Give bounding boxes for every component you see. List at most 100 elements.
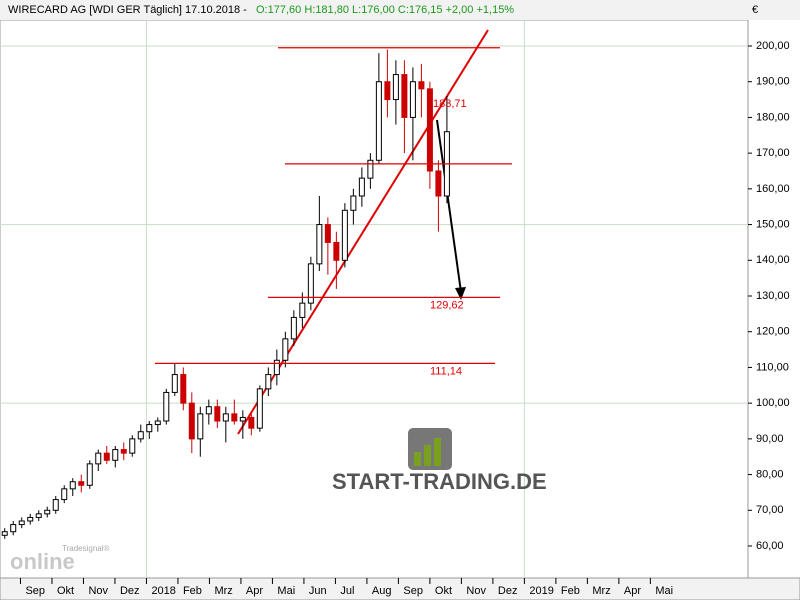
candle-body xyxy=(1,531,8,536)
candle-body xyxy=(316,224,323,265)
x-tick-label: Nov xyxy=(466,585,486,597)
arrow xyxy=(436,119,462,293)
candle-body xyxy=(52,499,59,511)
x-tick-label: Mrz xyxy=(214,585,232,597)
candle-body xyxy=(103,452,110,461)
x-axis-bar xyxy=(0,577,800,600)
y-tick-label: 110,00 xyxy=(756,361,789,373)
x-tick-label: Apr xyxy=(246,585,263,597)
y-tick-label: 200,00 xyxy=(756,40,790,52)
candle-body xyxy=(375,81,382,161)
candle-body xyxy=(27,516,34,522)
candle-body xyxy=(120,449,127,454)
x-tick-label: 2019 xyxy=(529,585,553,597)
candle-body xyxy=(307,263,314,304)
candle-body xyxy=(299,302,306,318)
level-label: 111,14 xyxy=(430,365,462,377)
candle-body xyxy=(248,416,255,429)
candle-body xyxy=(324,224,331,243)
candle-body xyxy=(409,81,416,118)
y-tick-label: 160,00 xyxy=(756,183,790,195)
chart-title: WIRECARD AG [WDI GER Täglich] 17.10.2018… xyxy=(8,4,247,16)
y-tick-label: 130,00 xyxy=(756,290,790,302)
candle-body xyxy=(333,241,340,261)
candle-body xyxy=(61,488,68,501)
y-tick-label: 140,00 xyxy=(756,254,790,266)
x-tick-label: Feb xyxy=(561,585,580,597)
logo-bar xyxy=(414,452,421,466)
y-tick-label: 70,00 xyxy=(756,504,784,516)
logo-bar xyxy=(424,445,431,466)
header-bar xyxy=(0,0,800,20)
candle-body xyxy=(86,463,93,486)
y-tick-label: 190,00 xyxy=(756,76,790,88)
level-label: 129,62 xyxy=(430,299,464,311)
x-tick-label: Mai xyxy=(277,585,295,597)
x-tick-label: Okt xyxy=(57,585,74,597)
candle-body xyxy=(95,452,102,465)
candle-body xyxy=(154,420,161,426)
y-tick-label: 90,00 xyxy=(756,433,784,445)
candle-body xyxy=(435,170,442,197)
x-tick-label: Jul xyxy=(340,585,354,597)
candle-body xyxy=(282,338,289,361)
candle-body xyxy=(10,524,17,533)
x-tick-label: Nov xyxy=(88,585,108,597)
candle-body xyxy=(392,74,399,101)
candle-body xyxy=(290,316,297,340)
candle-body xyxy=(401,74,408,118)
candle-body xyxy=(418,81,425,90)
candle-body xyxy=(35,513,42,518)
logo-text: online xyxy=(10,549,75,574)
candle-body xyxy=(197,413,204,440)
x-tick-label: Mai xyxy=(655,585,673,597)
y-tick-label: 120,00 xyxy=(756,326,790,338)
x-tick-label: Aug xyxy=(372,585,392,597)
candle-body xyxy=(222,413,229,422)
x-tick-label: Apr xyxy=(624,585,641,597)
candle-body xyxy=(350,195,357,211)
logo-bar xyxy=(434,438,441,466)
y-tick-label: 180,00 xyxy=(756,111,790,123)
x-tick-label: Dez xyxy=(120,585,140,597)
watermark: START-TRADING.DE xyxy=(332,469,547,494)
candle-body xyxy=(239,416,246,422)
target-label: 183,71 xyxy=(433,98,467,110)
candle-body xyxy=(163,391,170,422)
candle-body xyxy=(44,509,51,515)
candle-body xyxy=(256,388,263,429)
candle-body xyxy=(146,424,153,433)
x-tick-label: Sep xyxy=(403,585,423,597)
candle-body xyxy=(205,406,212,415)
chart-subtitle: O:177,60 H:181,80 L:176,00 C:176,15 +2,0… xyxy=(256,4,514,16)
x-tick-label: Jun xyxy=(309,585,327,597)
candle-body xyxy=(231,413,238,422)
arrow-head xyxy=(455,287,466,300)
candle-body xyxy=(180,374,187,404)
candle-body xyxy=(384,81,391,101)
x-tick-label: Sep xyxy=(25,585,45,597)
y-tick-label: 100,00 xyxy=(756,397,790,409)
candle-body xyxy=(426,88,433,172)
candle-body xyxy=(137,431,144,440)
logo-text: Tradesignal® xyxy=(62,544,110,553)
logo: START-TRADING.DE Tradesignal® online xyxy=(10,428,547,574)
candle-body xyxy=(78,481,85,486)
y-tick-label: 150,00 xyxy=(756,218,790,230)
candle-body xyxy=(341,209,348,261)
x-tick-label: 2018 xyxy=(151,585,175,597)
candle-body xyxy=(358,177,365,197)
x-tick-label: Mrz xyxy=(592,585,610,597)
y-tick-label: 80,00 xyxy=(756,468,784,480)
candle-body xyxy=(18,520,25,526)
candle-body xyxy=(214,406,221,422)
candle-body xyxy=(112,449,119,461)
candle-body xyxy=(265,374,272,390)
currency: € xyxy=(752,4,758,16)
candle-body xyxy=(129,438,136,454)
candle-body xyxy=(188,402,195,440)
y-tick-label: 170,00 xyxy=(756,147,790,159)
